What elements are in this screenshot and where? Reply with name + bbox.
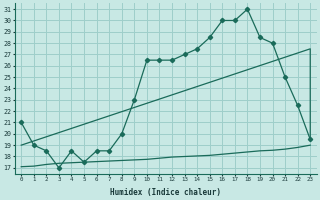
X-axis label: Humidex (Indice chaleur): Humidex (Indice chaleur) — [110, 188, 221, 197]
